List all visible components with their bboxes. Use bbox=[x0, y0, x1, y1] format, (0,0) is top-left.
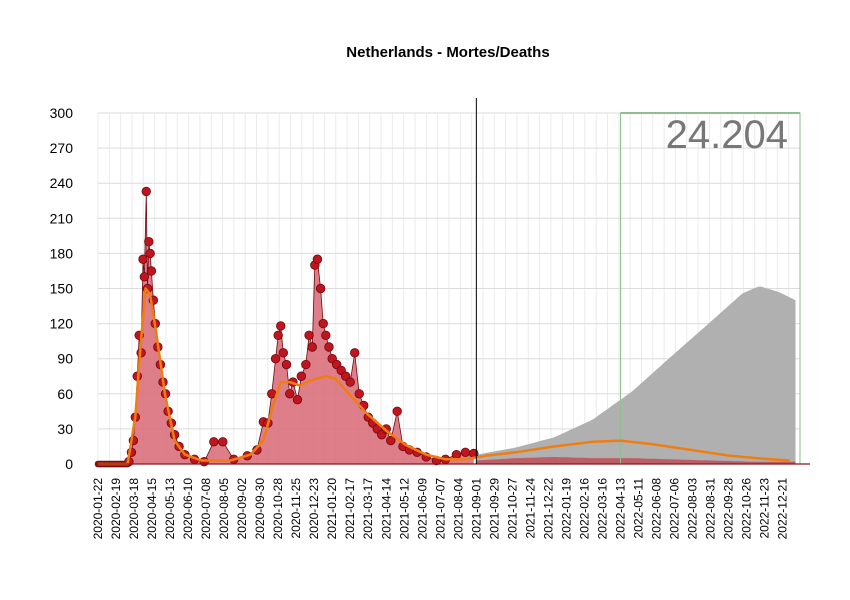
x-tick-label: 2020-01-22 bbox=[91, 478, 105, 540]
data-point bbox=[345, 377, 355, 387]
y-tick-label: 210 bbox=[50, 210, 74, 226]
x-tick-label: 2020-08-05 bbox=[217, 478, 231, 540]
data-point bbox=[304, 330, 314, 341]
x-tick-label: 2021-09-29 bbox=[487, 478, 501, 540]
data-point bbox=[285, 389, 295, 399]
y-tick-label: 270 bbox=[50, 140, 74, 156]
data-point bbox=[281, 359, 292, 370]
data-point bbox=[460, 447, 471, 458]
x-tick-label: 2021-01-20 bbox=[325, 478, 339, 540]
data-point bbox=[324, 342, 334, 352]
data-point bbox=[209, 437, 219, 447]
data-point bbox=[312, 254, 323, 264]
data-point bbox=[252, 445, 262, 455]
x-tick-label: 2020-11-25 bbox=[289, 478, 303, 539]
x-tick-label: 2022-03-16 bbox=[596, 478, 610, 540]
y-tick-label: 90 bbox=[57, 351, 73, 367]
data-point bbox=[296, 371, 307, 381]
data-point bbox=[276, 321, 286, 331]
x-tick-label: 2021-04-14 bbox=[379, 478, 393, 540]
y-tick-label: 180 bbox=[50, 245, 74, 261]
x-tick-label: 2020-06-10 bbox=[181, 478, 195, 540]
x-tick-label: 2022-11-23 bbox=[758, 478, 772, 539]
x-tick-label: 2021-03-17 bbox=[361, 478, 375, 540]
data-point bbox=[386, 435, 396, 446]
x-tick-label: 2020-09-30 bbox=[253, 478, 267, 540]
x-tick-label: 2022-06-08 bbox=[650, 478, 664, 540]
trend-series bbox=[98, 98, 810, 466]
x-tick-label: 2021-10-27 bbox=[505, 478, 519, 540]
x-tick-label: 2021-05-12 bbox=[397, 478, 411, 540]
y-axis: 0 30 60 90 120 150 180 210 240 270 300 bbox=[50, 105, 74, 472]
data-point bbox=[145, 248, 155, 259]
x-tick-label: 2021-08-04 bbox=[451, 478, 465, 540]
data-point bbox=[138, 254, 148, 264]
x-tick-label: 2022-05-11 bbox=[632, 478, 646, 539]
projection-lower-band bbox=[476, 457, 796, 464]
data-point bbox=[270, 354, 281, 364]
x-tick-label: 2022-04-13 bbox=[614, 478, 628, 540]
x-tick-label: 2021-11-24 bbox=[523, 478, 537, 539]
data-point bbox=[392, 406, 402, 417]
y-tick-label: 0 bbox=[65, 456, 73, 472]
x-tick-label: 2020-10-28 bbox=[271, 478, 285, 540]
x-tick-label: 2021-07-07 bbox=[433, 478, 447, 540]
observed-area bbox=[128, 191, 474, 464]
x-tick-label: 2022-08-03 bbox=[686, 478, 700, 540]
x-tick-label: 2021-06-09 bbox=[415, 478, 429, 540]
observed-series bbox=[94, 186, 479, 468]
x-tick-label: 2022-10-26 bbox=[740, 478, 754, 540]
y-tick-label: 240 bbox=[50, 175, 74, 191]
data-point bbox=[144, 236, 154, 247]
x-tick-label: 2020-03-18 bbox=[127, 478, 141, 540]
data-point bbox=[307, 342, 317, 352]
data-point bbox=[218, 437, 228, 447]
projection-upper-band bbox=[476, 286, 796, 464]
y-tick-label: 150 bbox=[50, 281, 74, 297]
x-tick-label: 2020-12-23 bbox=[307, 478, 321, 540]
y-tick-label: 60 bbox=[57, 386, 73, 402]
x-tick-label: 2020-07-08 bbox=[199, 478, 213, 540]
x-tick-label: 2022-12-21 bbox=[776, 478, 790, 540]
x-tick-label: 2022-02-16 bbox=[577, 478, 591, 540]
data-point bbox=[354, 389, 364, 399]
data-point bbox=[292, 394, 303, 405]
x-tick-label: 2022-09-28 bbox=[722, 478, 736, 540]
data-point bbox=[318, 318, 328, 329]
data-point bbox=[301, 359, 311, 370]
y-tick-label: 300 bbox=[50, 105, 74, 121]
x-tick-label: 2020-09-02 bbox=[235, 478, 249, 540]
data-point bbox=[146, 266, 157, 276]
x-tick-label: 2020-04-15 bbox=[145, 478, 159, 540]
x-tick-label: 2021-02-17 bbox=[343, 478, 357, 540]
chart-title: Netherlands - Mortes/Deaths bbox=[346, 44, 549, 61]
total-deaths-label: 24.204 bbox=[666, 113, 788, 157]
x-tick-label: 2022-07-06 bbox=[668, 478, 682, 540]
data-point bbox=[141, 186, 151, 197]
data-point bbox=[273, 330, 283, 341]
data-point bbox=[278, 348, 289, 358]
x-tick-label: 2020-02-19 bbox=[109, 478, 123, 540]
data-point bbox=[350, 348, 360, 358]
y-tick-label: 120 bbox=[50, 316, 74, 332]
x-axis: 2020-01-22 2020-02-19 2020-03-18 2020-04-15… bbox=[91, 478, 790, 540]
data-point bbox=[139, 272, 150, 282]
data-point bbox=[315, 283, 326, 294]
data-point bbox=[451, 449, 462, 460]
x-tick-label: 2022-01-19 bbox=[559, 478, 573, 540]
x-tick-label: 2020-05-13 bbox=[163, 478, 177, 540]
x-tick-label: 2021-09-01 bbox=[469, 478, 483, 540]
x-tick-label: 2022-08-31 bbox=[704, 478, 718, 540]
y-tick-label: 30 bbox=[57, 421, 73, 437]
x-tick-label: 2021-12-22 bbox=[541, 478, 555, 540]
trend-line bbox=[98, 287, 790, 466]
data-point bbox=[321, 330, 331, 341]
